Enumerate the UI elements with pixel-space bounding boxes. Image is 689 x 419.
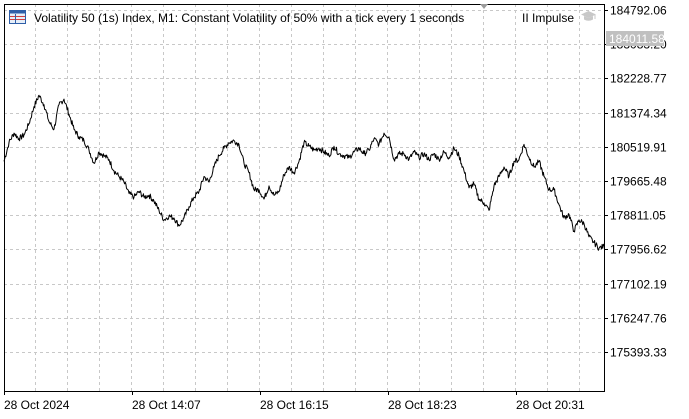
current-price-tag: 184011.58 bbox=[606, 31, 665, 46]
table-icon[interactable] bbox=[9, 9, 26, 27]
price-tick-label: 175393.33 bbox=[610, 346, 667, 360]
time-scale[interactable]: 28 Oct 2024 28 Oct 14:07 28 Oct 16:15 28 Oc… bbox=[4, 391, 585, 412]
price-tick-label: 177956.62 bbox=[610, 243, 667, 257]
indicator-label[interactable]: II Impulse bbox=[522, 11, 575, 25]
symbol-title: Volatility 50 (1s) Index, M1: Constant V… bbox=[34, 11, 465, 25]
current-price-tag-background bbox=[606, 31, 664, 46]
chart-info-bar: Volatility 50 (1s) Index, M1: Constant V… bbox=[9, 9, 465, 27]
price-tick-label: 179665.48 bbox=[610, 175, 667, 189]
time-tick-label: 28 Oct 14:07 bbox=[132, 398, 201, 412]
price-scale[interactable]: 184792.06183083.20182228.77181374.341805… bbox=[604, 4, 667, 360]
price-tick-label: 177102.19 bbox=[610, 278, 667, 292]
price-tick-label: 178811.05 bbox=[610, 209, 666, 223]
price-tick-label: 182228.77 bbox=[610, 72, 667, 86]
chart-frame bbox=[4, 4, 605, 392]
time-tick-label: 28 Oct 20:31 bbox=[516, 398, 585, 412]
chart-grid bbox=[4, 4, 604, 391]
price-line-series bbox=[3, 94, 605, 251]
price-tick-label: 180519.91 bbox=[610, 141, 667, 155]
indicator-label-area[interactable]: II Impulse bbox=[522, 10, 597, 26]
triangle-down-icon[interactable] bbox=[480, 4, 488, 9]
time-tick-label: 28 Oct 16:15 bbox=[260, 398, 329, 412]
price-tick-label: 184792.06 bbox=[610, 4, 667, 18]
price-tick-label: 181374.34 bbox=[610, 107, 667, 121]
graduation-cap-icon[interactable] bbox=[580, 10, 597, 26]
current-price-label: 184011.58 bbox=[609, 32, 665, 46]
time-tick-label: 28 Oct 18:23 bbox=[388, 398, 457, 412]
time-tick-label: 28 Oct 2024 bbox=[4, 398, 70, 412]
plot-border bbox=[4, 4, 605, 392]
price-tick-label: 176247.76 bbox=[610, 312, 667, 326]
